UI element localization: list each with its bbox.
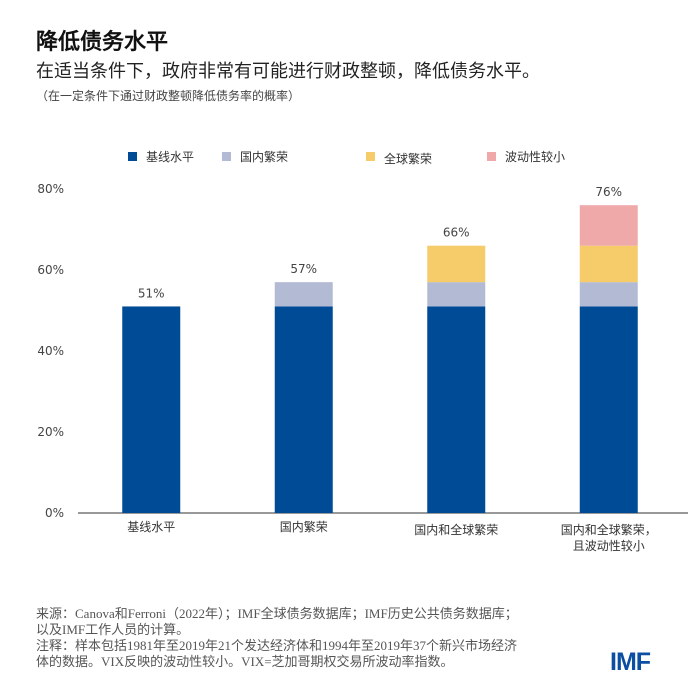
bar-segment — [427, 282, 486, 307]
y-tick-label: 0% — [45, 506, 64, 520]
data-label: 66% — [443, 226, 470, 240]
note-line-2: 体的数据。VIX反映的波动性较小。VIX=芝加哥期权交易所波动率指数。 — [36, 654, 454, 669]
legend-swatch — [222, 152, 231, 161]
y-tick-label: 80% — [37, 182, 64, 196]
bar-segment — [579, 282, 638, 307]
data-label: 57% — [290, 262, 317, 276]
stacked-bar-chart: 0%20%40%60%80%基线水平 国内繁荣 全球繁荣 波动性较小51%基线水平57… — [37, 149, 688, 553]
x-tick-label: 基线水平 — [127, 520, 175, 534]
footer: 来源：Canova和Ferroni（2022年）；IMF全球债务数据库；IMF历… — [36, 606, 576, 670]
data-label: 76% — [595, 185, 622, 199]
imf-logo: IMF — [610, 648, 651, 676]
bar-segment — [579, 205, 638, 246]
y-tick-label: 20% — [37, 425, 64, 439]
bar-segment — [427, 245, 486, 283]
x-tick-label: 国内繁荣 — [280, 519, 328, 534]
bar-segment — [579, 245, 638, 283]
note-line-1: 注释：样本包括1981年至2019年21个发达经济体和1994年至2019年37… — [36, 638, 518, 653]
chart-title: 降低债务水平 — [36, 30, 169, 55]
bar-segment — [579, 306, 638, 513]
bar-segment — [274, 282, 333, 307]
legend-label: 国内繁荣 — [240, 149, 288, 164]
data-label: 51% — [138, 286, 165, 300]
legend-label: 波动性较小 — [505, 149, 565, 164]
legend-swatch — [128, 152, 137, 161]
x-tick-label: 国内和全球繁荣 — [414, 522, 498, 537]
legend-label: 全球繁荣 — [384, 151, 432, 166]
chart-subtitle: 在适当条件下，政府非常有可能进行财政整顿，降低债务水平。 — [36, 61, 540, 82]
bar-segment — [122, 306, 181, 513]
legend-label: 基线水平 — [146, 150, 194, 164]
chart-note: （在一定条件下通过财政整顿降低债务率的概率） — [36, 89, 301, 103]
bar-segment — [274, 306, 333, 513]
source-line-2: 以及IMF工作人员的计算。 — [36, 622, 190, 637]
x-tick-label: 且波动性较小 — [573, 538, 645, 553]
y-tick-label: 60% — [37, 263, 64, 277]
legend-swatch — [487, 152, 496, 161]
y-tick-label: 40% — [37, 344, 64, 358]
source-line-1: 来源：Canova和Ferroni（2022年）；IMF全球债务数据库；IMF历… — [36, 606, 518, 621]
legend-swatch — [366, 152, 375, 161]
x-tick-label: 国内和全球繁荣， — [561, 522, 657, 537]
bar-segment — [427, 306, 486, 513]
